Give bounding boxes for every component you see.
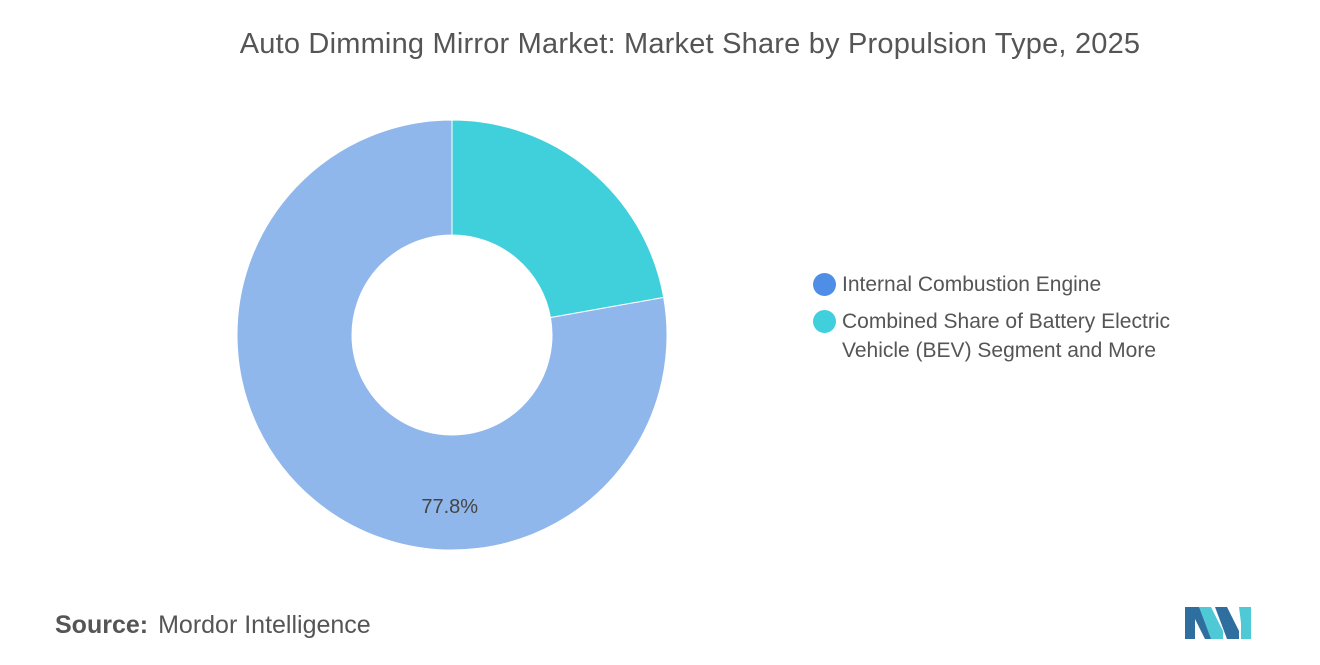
donut-slice-0 xyxy=(236,119,668,551)
donut-labels: 77.8% xyxy=(421,496,478,518)
donut-slices xyxy=(236,119,668,551)
source-value: Mordor Intelligence xyxy=(158,611,371,639)
legend-item-bev: Combined Share of Battery Electric Vehic… xyxy=(813,307,1233,365)
legend-item-ice: Internal Combustion Engine xyxy=(813,270,1233,299)
mordor-intelligence-logo-icon xyxy=(1185,607,1251,639)
donut-slice-1 xyxy=(451,119,665,319)
legend-label-ice: Internal Combustion Engine xyxy=(842,273,1102,296)
chart-legend: Internal Combustion Engine Combined Shar… xyxy=(813,270,1233,373)
donut-data-label-0: 77.8% xyxy=(421,496,478,518)
legend-swatch-ice xyxy=(813,273,836,296)
source-note: Source: Mordor Intelligence xyxy=(55,611,371,640)
chart-title: Auto Dimming Mirror Market: Market Share… xyxy=(239,28,1141,60)
legend-label-bev: Combined Share of Battery Electric Vehic… xyxy=(842,310,1170,362)
source-key: Source: xyxy=(55,611,149,639)
legend-swatch-bev xyxy=(813,310,836,333)
